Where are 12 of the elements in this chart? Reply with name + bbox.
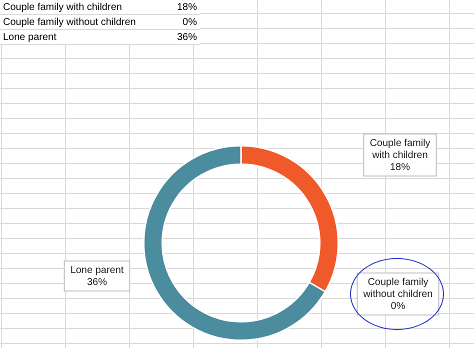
data-label: 18% bbox=[390, 162, 410, 173]
text: 0% bbox=[182, 16, 197, 28]
category-label: Couple family without children bbox=[363, 276, 433, 300]
category-label: Couple family with children bbox=[3, 2, 122, 12]
slice-label: Couple family with children bbox=[370, 138, 430, 161]
text: 36% bbox=[176, 32, 197, 42]
text: 0% bbox=[390, 300, 406, 312]
text: 18% bbox=[176, 2, 197, 12]
category-label: Lone parent bbox=[3, 32, 56, 42]
legend-label: Couple family without children bbox=[0, 14, 154, 30]
data-label: 36% bbox=[86, 276, 108, 288]
slice-label: Lone parent bbox=[70, 264, 124, 276]
